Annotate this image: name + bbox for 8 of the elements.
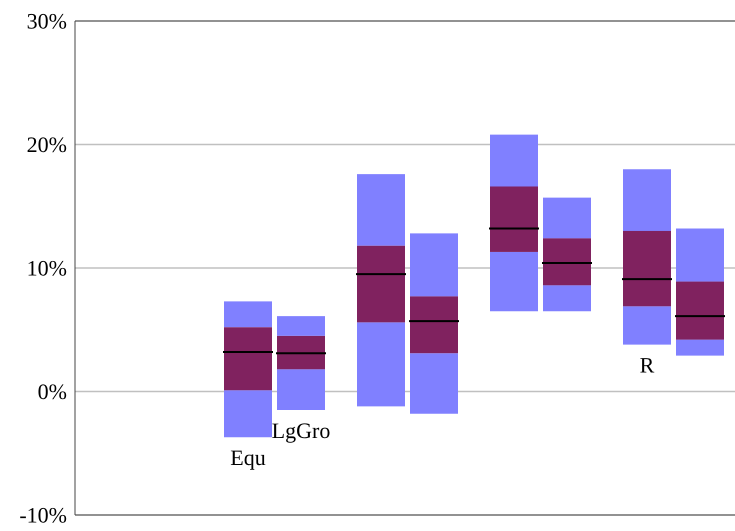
y-tick-label: 20% [26, 132, 67, 158]
annotation: Equ [230, 445, 266, 470]
y-tick-label: -10% [19, 502, 67, 528]
y-tick-label: 30% [26, 8, 67, 34]
y-tick-label: 10% [26, 256, 67, 281]
annotation: R [640, 352, 655, 378]
annotation: LgGro [272, 418, 330, 444]
y-tick-label: 0% [38, 379, 67, 404]
